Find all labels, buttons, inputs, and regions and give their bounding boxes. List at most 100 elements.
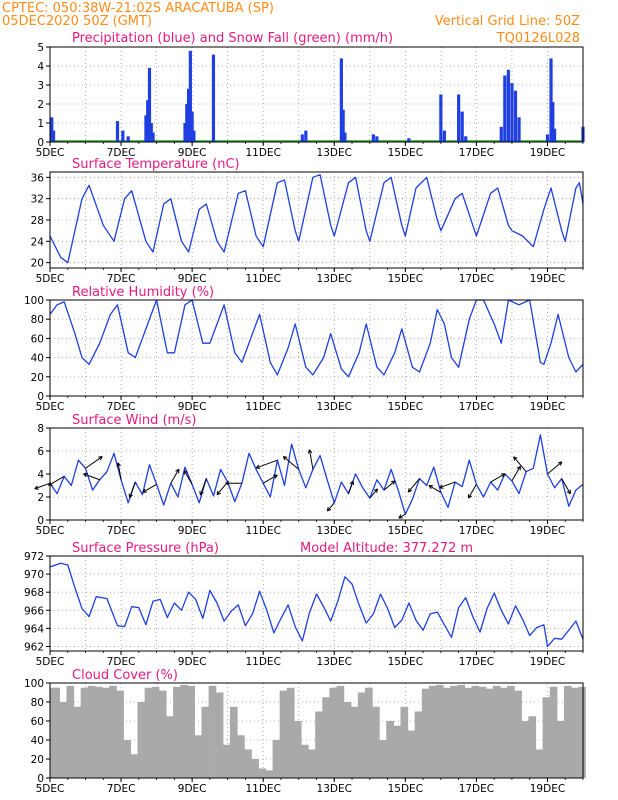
precip-bar xyxy=(50,117,54,142)
cloud-bar xyxy=(215,692,224,778)
cloud-bar xyxy=(66,685,75,778)
precip-ytick-label: 2 xyxy=(37,99,44,111)
wind-arrows xyxy=(34,449,571,519)
rh-xtick-label: 7DEC xyxy=(107,401,136,413)
precip-bar xyxy=(549,58,553,142)
wind-arrow-shaft xyxy=(216,481,229,496)
wind-arrow-shaft xyxy=(398,513,406,519)
wind-xtick-label: 7DEC xyxy=(107,525,136,537)
cloud-bar xyxy=(407,730,416,778)
rh-ytick-label: 40 xyxy=(31,353,44,365)
pressure-ytick-label: 962 xyxy=(24,641,44,653)
cloud-bar xyxy=(464,687,473,778)
wind-arrow-shaft xyxy=(129,481,136,498)
cloud-xtick-label: 7DEC xyxy=(107,783,136,795)
rh-panel: 0 20 40 60 80 100 5DEC 7DEC 9DEC 11DEC 13DEC 15DEC 1… xyxy=(24,295,584,413)
wind-arrow-shaft xyxy=(262,474,278,484)
wind-arrow-shaft xyxy=(83,473,100,481)
pressure-xtick-label: 17DEC xyxy=(459,656,494,668)
wind-arrow-shaft xyxy=(439,481,456,489)
cloud-bar xyxy=(578,686,586,778)
temp-xtick-label: 15DEC xyxy=(388,273,423,285)
cloud-bar xyxy=(173,686,181,778)
precip-bar xyxy=(510,83,514,142)
wind-arrow-shaft xyxy=(468,484,477,499)
precip-bar xyxy=(126,136,130,142)
rh-ytick-label: 60 xyxy=(31,333,44,345)
precip-bar xyxy=(115,121,120,142)
rh-xtick-label: 9DEC xyxy=(178,401,207,413)
precip-bar xyxy=(464,136,468,142)
cloud-bar xyxy=(102,687,110,778)
cloud-title: Cloud Cover (%) xyxy=(72,668,178,683)
wind-arrow-head xyxy=(439,484,444,489)
precip-bar xyxy=(503,75,507,142)
header-line2: 05DEC2020 50Z (GMT) xyxy=(2,14,152,29)
cloud-bar xyxy=(180,684,188,778)
wind-xtick-label: 15DEC xyxy=(388,525,423,537)
wind-arrow-head xyxy=(398,514,403,519)
precip-bar xyxy=(51,130,56,142)
cloud-bar xyxy=(52,687,60,778)
rh-ytick-label: 20 xyxy=(31,372,44,384)
cloud-bar xyxy=(414,711,423,778)
wind-arrow-head xyxy=(199,491,204,496)
wind-arrow-head xyxy=(428,485,434,490)
precip-ytick-label: 3 xyxy=(37,80,44,92)
cloud-bar xyxy=(315,711,323,778)
temp-ytick-label: 20 xyxy=(31,258,44,270)
cloud-bar xyxy=(386,721,394,778)
precip-xtick-label: 5DEC xyxy=(36,147,65,159)
cloud-bar xyxy=(244,749,252,778)
cloud-bar xyxy=(400,706,409,778)
cloud-bar xyxy=(300,744,309,778)
cloud-bar xyxy=(336,685,345,778)
pressure-xtick-label: 13DEC xyxy=(317,656,352,668)
cloud-ytick-label: 0 xyxy=(37,773,44,785)
precip-xtick-label: 19DEC xyxy=(530,147,565,159)
precip-bar xyxy=(499,126,503,142)
precip-bar xyxy=(183,123,187,142)
cloud-bar xyxy=(485,688,494,778)
temp-ytick-label: 32 xyxy=(31,194,44,206)
cloud-bar xyxy=(222,744,231,778)
cloud-bar xyxy=(436,684,444,778)
rh-frame xyxy=(49,299,584,397)
pressure-ytick-label: 964 xyxy=(24,623,44,635)
rh-ytick-label: 80 xyxy=(31,314,44,326)
wind-arrow-head xyxy=(34,485,39,490)
header-model-id: TQ0126L028 xyxy=(496,31,580,46)
wind-arrow-shaft xyxy=(490,473,506,483)
precip-bar xyxy=(341,109,345,142)
wind-arrow-shaft xyxy=(48,475,65,486)
cloud-bar xyxy=(535,749,544,778)
cloud-bar xyxy=(428,685,437,778)
cloud-bar xyxy=(379,740,387,778)
precip-bar xyxy=(188,50,192,142)
wind-arrow-head xyxy=(407,488,413,493)
wind-arrow-shaft xyxy=(117,462,122,480)
cloud-bar xyxy=(492,685,501,778)
cloud-bar xyxy=(123,740,132,778)
precip-bar xyxy=(375,136,379,142)
temp-xtick-label: 13DEC xyxy=(317,273,352,285)
temp-xtick-label: 5DEC xyxy=(36,273,65,285)
wind-arrow-shaft xyxy=(283,456,300,470)
rh-xtick-label: 19DEC xyxy=(530,401,565,413)
precip-bar xyxy=(300,134,304,142)
wind-arrow-head xyxy=(225,480,230,486)
cloud-bar xyxy=(94,686,103,778)
cloud-ytick-label: 100 xyxy=(24,678,44,690)
pressure-ytick-label: 966 xyxy=(24,605,44,617)
pressure-xtick-label: 11DEC xyxy=(245,656,280,668)
precip-bar xyxy=(513,90,518,142)
cloud-bar xyxy=(322,697,331,778)
cloud-bar xyxy=(514,690,522,778)
wind-arrow-head xyxy=(282,456,288,461)
cloud-bar xyxy=(87,685,96,778)
rh-xtick-label: 17DEC xyxy=(459,401,494,413)
cloud-bar xyxy=(421,688,430,778)
wind-arrow-head xyxy=(467,494,473,499)
precip-xtick-label: 13DEC xyxy=(317,147,352,159)
